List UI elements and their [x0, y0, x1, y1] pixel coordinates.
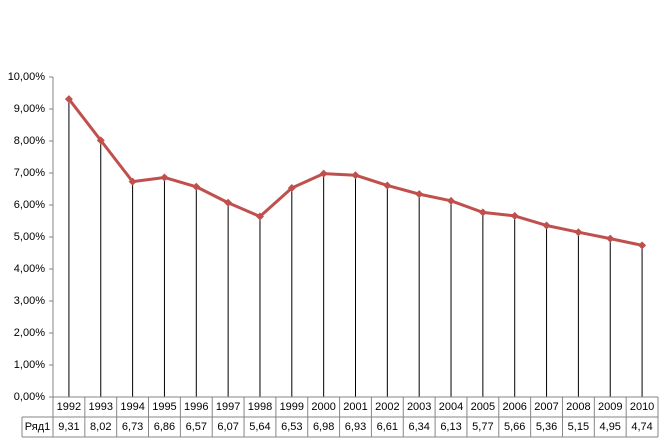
x-tick-label: 1995	[152, 401, 176, 413]
marker	[415, 190, 424, 199]
data-label: 6,61	[377, 421, 398, 433]
y-tick-label: 7,00%	[14, 167, 45, 179]
x-tick-label: 1998	[248, 401, 272, 413]
x-tick-label: 2003	[407, 401, 431, 413]
data-label: 6,13	[440, 421, 461, 433]
y-tick-label: 10,00%	[8, 71, 46, 83]
marker	[224, 198, 233, 207]
data-label: 6,57	[186, 421, 207, 433]
x-tick-label: 2006	[502, 401, 526, 413]
data-label: 5,66	[504, 421, 525, 433]
x-tick-label: 2007	[534, 401, 558, 413]
marker	[574, 228, 583, 237]
marker	[351, 171, 360, 180]
data-label: 6,93	[345, 421, 366, 433]
data-label: 5,77	[472, 421, 493, 433]
data-label: 5,64	[249, 421, 270, 433]
data-label: 5,36	[536, 421, 557, 433]
marker	[96, 136, 105, 145]
marker	[287, 184, 296, 193]
marker	[510, 211, 519, 220]
x-tick-label: 2005	[471, 401, 495, 413]
legend-label: Ряд1	[25, 421, 50, 433]
data-label: 6,53	[281, 421, 302, 433]
data-label: 5,15	[568, 421, 589, 433]
marker	[128, 177, 137, 186]
y-tick-label: 4,00%	[14, 263, 45, 275]
marker	[383, 181, 392, 190]
data-label: 4,74	[631, 421, 652, 433]
data-label: 6,07	[217, 421, 238, 433]
x-tick-label: 2001	[343, 401, 367, 413]
data-label: 6,34	[408, 421, 429, 433]
data-label: 6,86	[154, 421, 175, 433]
y-tick-label: 6,00%	[14, 199, 45, 211]
marker	[638, 241, 647, 250]
y-tick-label: 5,00%	[14, 231, 45, 243]
data-label: 6,98	[313, 421, 334, 433]
marker	[478, 208, 487, 217]
marker	[319, 169, 328, 178]
x-tick-label: 1992	[57, 401, 81, 413]
x-tick-label: 1996	[184, 401, 208, 413]
x-tick-label: 2009	[598, 401, 622, 413]
y-tick-label: 9,00%	[14, 103, 45, 115]
data-label: 8,02	[90, 421, 111, 433]
marker	[447, 196, 456, 205]
x-tick-label: 1994	[120, 401, 144, 413]
x-tick-label: 1993	[89, 401, 113, 413]
data-label: 6,73	[122, 421, 143, 433]
y-tick-label: 8,00%	[14, 135, 45, 147]
x-tick-label: 2010	[630, 401, 654, 413]
marker	[542, 221, 551, 230]
x-tick-label: 1997	[216, 401, 240, 413]
x-tick-label: 1999	[280, 401, 304, 413]
marker	[606, 234, 615, 243]
data-label: 4,95	[600, 421, 621, 433]
y-tick-label: 2,00%	[14, 327, 45, 339]
x-tick-label: 2002	[375, 401, 399, 413]
data-label: 9,31	[58, 421, 79, 433]
marker	[160, 173, 169, 182]
marker	[192, 182, 201, 191]
marker	[64, 95, 73, 104]
x-tick-label: 2000	[311, 401, 335, 413]
y-tick-label: 3,00%	[14, 295, 45, 307]
x-tick-label: 2008	[566, 401, 590, 413]
x-tick-label: 2004	[439, 401, 463, 413]
marker	[255, 212, 264, 221]
y-tick-label: 0,00%	[14, 391, 45, 403]
y-tick-label: 1,00%	[14, 359, 45, 371]
